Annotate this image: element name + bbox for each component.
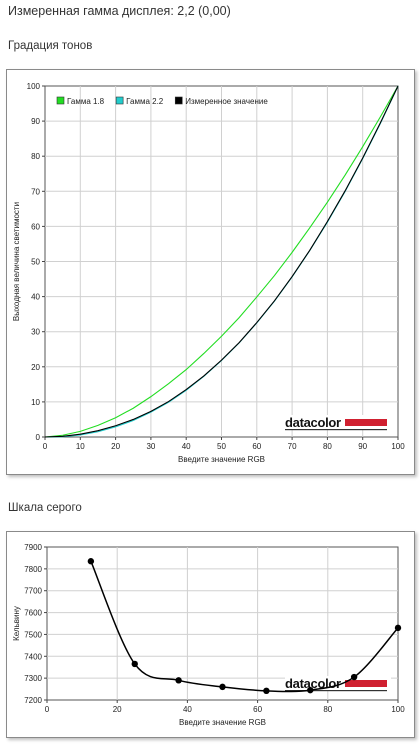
plot-area	[46, 546, 399, 701]
y-tick-label: 100	[27, 82, 41, 91]
x-axis-title: Введите значение RGB	[179, 718, 266, 727]
x-tick-label: 80	[323, 442, 332, 451]
data-point	[87, 558, 95, 565]
y-tick-label: 7800	[24, 565, 42, 574]
y-axis-title: Выходная величина светимости	[12, 202, 21, 321]
y-tick-label: 20	[31, 363, 40, 372]
x-tick-label: 80	[323, 705, 332, 714]
x-tick-label: 70	[288, 442, 297, 451]
y-tick-label: 7600	[24, 609, 42, 618]
y-tick-label: 7900	[24, 543, 42, 552]
data-point	[219, 683, 226, 691]
y-tick-label: 7200	[24, 696, 42, 705]
legend-label: Измеренное значение	[185, 97, 268, 106]
x-tick-label: 50	[217, 442, 226, 451]
x-tick-label: 20	[113, 705, 122, 714]
datacolor-logo: datacolor	[285, 676, 391, 692]
gradation-section-title: Градация тонов	[8, 40, 93, 52]
x-tick-label: 30	[146, 442, 155, 451]
measured-gamma-title: Измеренная гамма дисплея: 2,2 (0,00)	[8, 4, 231, 18]
y-tick-label: 50	[31, 258, 40, 267]
x-tick-label: 40	[182, 442, 191, 451]
series-line-2	[44, 85, 399, 438]
x-tick-label: 40	[183, 705, 192, 714]
y-axis-title: Кельвину	[12, 606, 21, 641]
data-point	[131, 660, 138, 668]
grayscale-section-title: Шкала серого	[8, 502, 82, 514]
logo-text: datacolor	[285, 415, 341, 430]
x-tick-label: 90	[358, 442, 367, 451]
data-point	[350, 673, 358, 681]
legend-swatch	[56, 96, 65, 105]
y-tick-label: 7700	[24, 587, 42, 596]
y-tick-label: 7300	[24, 674, 42, 683]
logo-red-bar	[345, 680, 387, 687]
x-tick-label: 0	[45, 705, 50, 714]
x-tick-label: 60	[253, 705, 262, 714]
legend-swatch	[115, 96, 124, 105]
logo-underline	[285, 429, 387, 431]
y-tick-label: 7400	[24, 652, 42, 661]
y-tick-label: 60	[31, 222, 40, 231]
data-point	[307, 686, 314, 694]
data-point	[263, 687, 270, 695]
x-tick-label: 0	[43, 442, 48, 451]
x-tick-label: 100	[391, 705, 405, 714]
y-tick-label: 10	[31, 398, 40, 407]
logo-underline	[285, 690, 387, 692]
tone-gradation-chart: 0 10 20 30 40 50 60 70 80 90 100 0 10 20 30 40 50 60 70 80 9…	[12, 82, 405, 464]
y-tick-label: 80	[31, 152, 40, 161]
y-tick-label: 70	[31, 187, 40, 196]
datacolor-logo: datacolor	[285, 415, 391, 431]
legend-label: Гамма 1.8	[67, 97, 105, 106]
y-tick-label: 0	[36, 433, 41, 442]
x-tick-label: 100	[391, 442, 405, 451]
y-tick-label: 40	[31, 293, 40, 302]
x-tick-label: 60	[252, 442, 261, 451]
logo-red-bar	[345, 419, 387, 426]
legend-swatch	[174, 96, 183, 105]
data-point	[175, 677, 182, 684]
series-line-0	[44, 85, 399, 438]
y-tick-label: 30	[31, 328, 40, 337]
x-axis-title: Введите значение RGB	[178, 455, 265, 464]
y-tick-label: 90	[31, 117, 40, 126]
x-tick-label: 20	[111, 442, 120, 451]
y-tick-label: 7500	[24, 630, 42, 639]
legend-label: Гамма 2.2	[126, 97, 164, 106]
grayscale-chart: 0 20 40 60 80 100 7200 7300 7400 7500 7600 7700 7800…	[12, 543, 405, 727]
x-tick-label: 10	[76, 442, 85, 451]
data-point	[394, 624, 402, 632]
grayscale-chart-frame: 0 20 40 60 80 100 7200 7300 7400 7500 7600 7700 7800…	[6, 531, 415, 738]
tone-gradation-chart-frame: 0 10 20 30 40 50 60 70 80 90 100 0 10 20 30 40 50 60 70 80 9…	[6, 69, 415, 475]
